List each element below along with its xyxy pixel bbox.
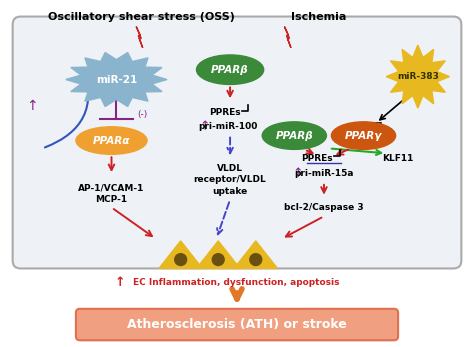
FancyBboxPatch shape — [13, 17, 461, 269]
Text: pri-miR-100: pri-miR-100 — [199, 122, 258, 131]
FancyBboxPatch shape — [76, 309, 398, 340]
Circle shape — [250, 254, 262, 265]
Text: ↑: ↑ — [199, 120, 210, 133]
Ellipse shape — [331, 122, 396, 150]
Ellipse shape — [76, 127, 147, 154]
Circle shape — [175, 254, 187, 265]
Polygon shape — [136, 27, 143, 48]
Ellipse shape — [262, 122, 327, 150]
Text: PPARγ: PPARγ — [345, 130, 382, 141]
Text: KLF11: KLF11 — [383, 154, 414, 163]
Polygon shape — [197, 241, 240, 269]
Text: MCP-1: MCP-1 — [95, 195, 128, 204]
Text: AP-1/VCAM-1: AP-1/VCAM-1 — [78, 183, 145, 192]
Text: uptake: uptake — [212, 187, 248, 196]
Text: ↑: ↑ — [292, 168, 302, 180]
Text: Ischemia: Ischemia — [292, 11, 346, 22]
Polygon shape — [284, 27, 291, 48]
Text: (-): (-) — [137, 110, 147, 119]
Text: miR-383: miR-383 — [397, 72, 439, 81]
Text: VLDL: VLDL — [217, 163, 243, 172]
Text: Oscillatory shear stress (OSS): Oscillatory shear stress (OSS) — [48, 11, 235, 22]
Circle shape — [212, 254, 224, 265]
Polygon shape — [234, 241, 277, 269]
Text: bcl-2/Caspase 3: bcl-2/Caspase 3 — [284, 203, 364, 212]
Text: PPREs: PPREs — [301, 154, 333, 163]
Text: PPARβ: PPARβ — [211, 65, 249, 75]
Text: PPARβ: PPARβ — [275, 130, 313, 141]
Text: EC Inflammation, dysfunction, apoptosis: EC Inflammation, dysfunction, apoptosis — [133, 278, 339, 287]
Text: ↑: ↑ — [27, 99, 38, 113]
Text: pri-miR-15a: pri-miR-15a — [294, 169, 354, 178]
Text: miR-21: miR-21 — [96, 75, 137, 85]
Text: PPARα: PPARα — [93, 136, 130, 145]
Ellipse shape — [197, 55, 264, 84]
Polygon shape — [386, 45, 449, 108]
Text: PPREs: PPREs — [210, 109, 241, 118]
Text: receptor/VLDL: receptor/VLDL — [194, 175, 266, 184]
Text: ↑: ↑ — [114, 276, 125, 289]
Polygon shape — [159, 241, 202, 269]
Text: Atherosclerosis (ATH) or stroke: Atherosclerosis (ATH) or stroke — [127, 318, 347, 331]
Polygon shape — [66, 52, 167, 107]
